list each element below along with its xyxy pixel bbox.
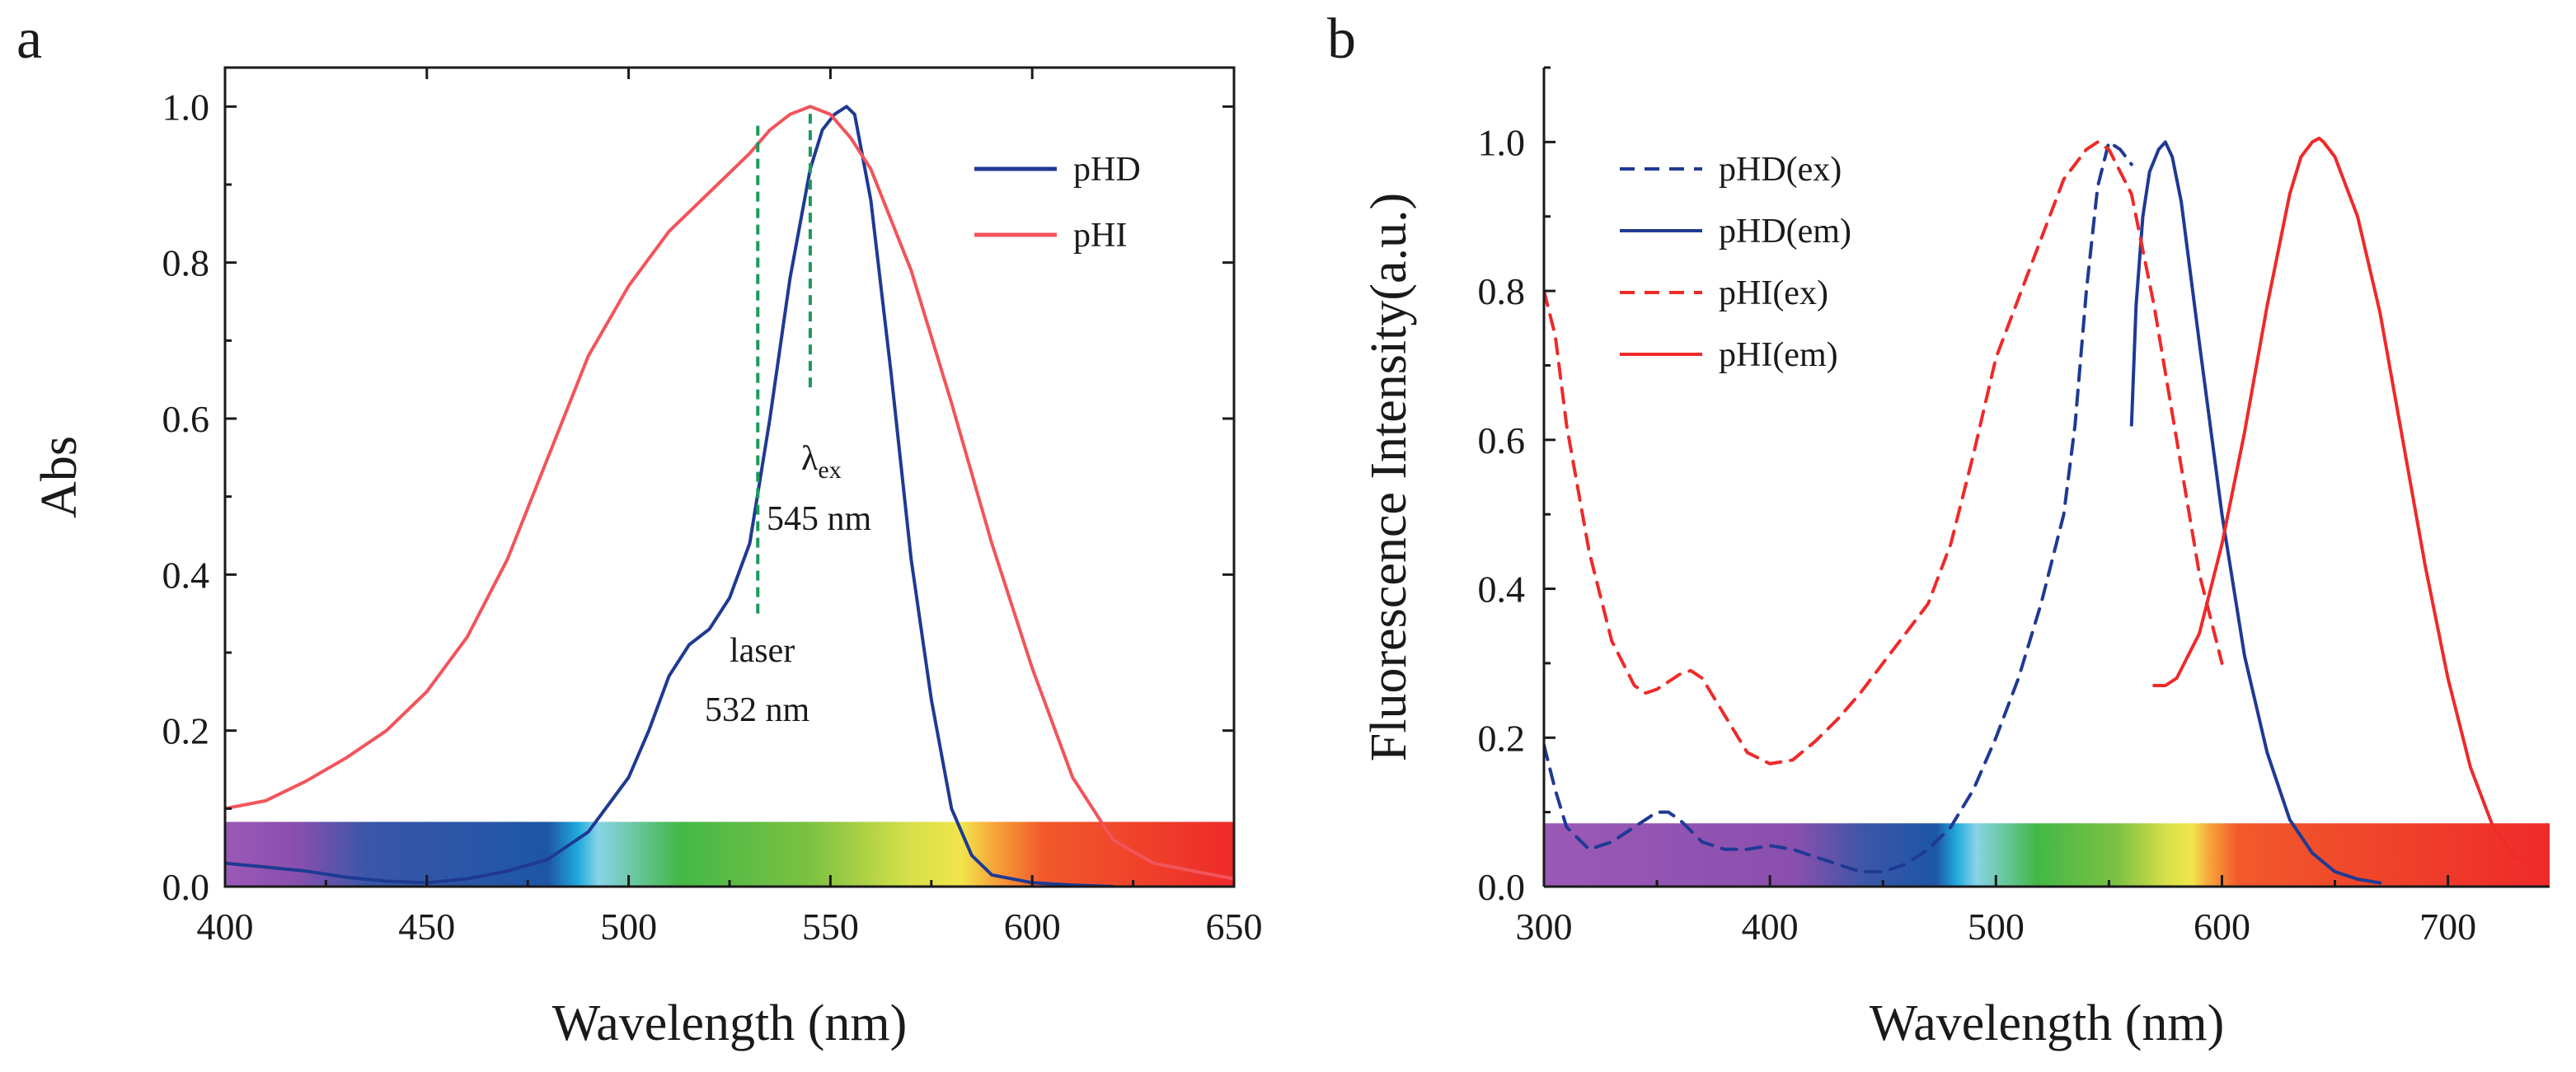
series-line-phi-ex bbox=[1544, 140, 2224, 765]
y-tick-label: 0.2 bbox=[162, 710, 210, 752]
panel-b: b 300 400 500 600 700 0.0 0.2 0.4 0.6 0.8 1.0 Wave… bbox=[1327, 7, 2550, 1051]
panel-a-legend: pHD pHI bbox=[974, 151, 1141, 255]
panel-a-plot-area bbox=[225, 105, 1234, 887]
legend-label-phd-ex: pHD(ex) bbox=[1719, 151, 1842, 189]
y-tick-label: 0.2 bbox=[1478, 717, 1526, 759]
x-tick-label: 300 bbox=[1516, 906, 1573, 948]
panel-b-axes bbox=[1542, 68, 2550, 888]
panel-b-plot-area bbox=[1544, 136, 2550, 885]
legend-label-phi-ex: pHI(ex) bbox=[1719, 274, 1828, 312]
panel-b-label: b bbox=[1327, 7, 1356, 71]
y-tick-label: 1.0 bbox=[1478, 121, 1526, 163]
panel-b-y-axis-title: Fluorescence Intensity(a.u.) bbox=[1361, 193, 1417, 761]
y-tick-label: 0.6 bbox=[162, 398, 210, 440]
panel-a-y-axis-title: Abs bbox=[31, 436, 87, 518]
y-tick-label: 0.4 bbox=[162, 554, 210, 596]
legend-label-phi: pHI bbox=[1073, 217, 1127, 255]
legend-label-phd: pHD bbox=[1073, 151, 1141, 189]
y-tick-label: 0.8 bbox=[1478, 270, 1526, 312]
spectrum-bar-a bbox=[225, 822, 1234, 887]
series-line-phi bbox=[225, 105, 1234, 881]
y-tick-label: 0.6 bbox=[1478, 419, 1526, 461]
x-tick-label: 650 bbox=[1206, 906, 1263, 948]
series-line-phd-em bbox=[2129, 140, 2382, 885]
y-tick-label: 1.0 bbox=[162, 86, 210, 128]
y-tick-label: 0.8 bbox=[162, 242, 210, 284]
x-tick-label: 400 bbox=[1742, 906, 1799, 948]
series-line-phi-em bbox=[2152, 136, 2550, 881]
y-tick-label: 0.0 bbox=[1478, 866, 1526, 908]
x-tick-label: 500 bbox=[600, 906, 657, 948]
panel-a-ticks: 400 450 500 550 600 650 0.0 0.2 0.4 0.6 0.8 1.0 bbox=[162, 68, 1263, 948]
x-tick-label: 450 bbox=[398, 906, 455, 948]
panel-a: a 400 450 500 550 600 650 0.0 0.2 0.4 0.6 0.8 1.0 W… bbox=[16, 7, 1263, 1051]
legend-label-phd-em: pHD(em) bbox=[1719, 213, 1851, 250]
panel-b-ticks: 300 400 500 600 700 0.0 0.2 0.4 0.6 0.8 1.0 bbox=[1478, 66, 2476, 948]
panel-b-legend: pHD(ex) pHD(em) pHI(ex) pHI(em) bbox=[1620, 151, 1851, 374]
panel-a-axes-frame bbox=[223, 66, 1236, 888]
series-line-phd-ex bbox=[1544, 140, 2133, 873]
series-line-phd bbox=[225, 105, 1115, 887]
x-tick-label: 600 bbox=[1004, 906, 1061, 948]
spectrum-bar-b bbox=[1544, 823, 2550, 887]
x-tick-label: 400 bbox=[197, 906, 254, 948]
lambda-symbol: λ bbox=[801, 440, 819, 478]
x-tick-label: 700 bbox=[2419, 906, 2476, 948]
panel-a-label: a bbox=[16, 7, 42, 71]
lambda-ex-value: 545 nm bbox=[767, 500, 872, 538]
panel-a-x-axis-title: Wavelength (nm) bbox=[552, 995, 908, 1051]
x-tick-label: 600 bbox=[2194, 906, 2250, 948]
x-tick-label: 550 bbox=[802, 906, 859, 948]
y-tick-label: 0.4 bbox=[1478, 569, 1526, 611]
legend-label-phi-em: pHI(em) bbox=[1719, 336, 1838, 374]
lambda-ex-symbol: λex bbox=[801, 440, 842, 484]
laser-label: laser bbox=[730, 632, 795, 670]
panel-a-annotations: λex 545 nm laser 532 nm bbox=[705, 440, 872, 729]
panel-b-x-axis-title: Wavelength (nm) bbox=[1870, 995, 2225, 1051]
y-tick-label: 0.0 bbox=[162, 866, 210, 908]
lambda-subscript: ex bbox=[818, 456, 841, 484]
laser-value: 532 nm bbox=[705, 691, 810, 729]
x-tick-label: 500 bbox=[1968, 906, 2025, 948]
